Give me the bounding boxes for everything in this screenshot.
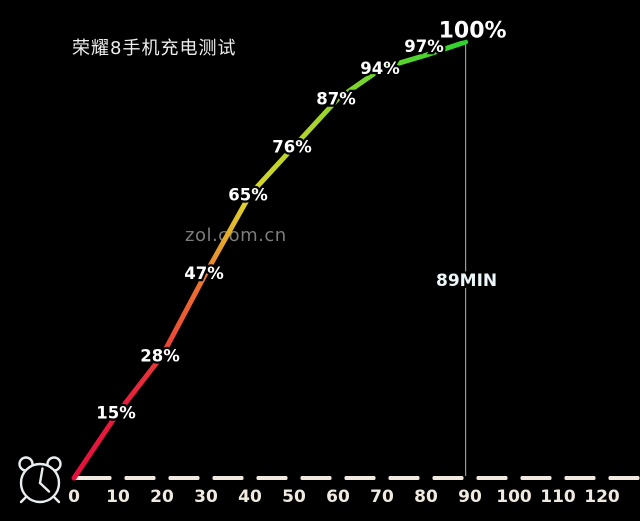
x-tick-label: 30 <box>194 487 218 507</box>
point-label: 97% <box>404 37 444 56</box>
x-tick-label: 70 <box>370 487 394 507</box>
point-label: 15% <box>96 403 136 422</box>
x-tick-labels: 0 10 20 30 40 50 60 70 80 90 100 110 120 <box>68 487 620 507</box>
point-label: 94% <box>360 59 400 78</box>
chart-title: 荣耀8手机充电测试 <box>72 38 237 59</box>
point-label: 47% <box>184 264 224 283</box>
x-tick-label: 60 <box>326 487 350 507</box>
charge-curve <box>71 39 469 481</box>
clock-minute-hand <box>38 467 44 485</box>
x-tick-label: 10 <box>106 487 130 507</box>
x-axis <box>74 476 640 480</box>
x-tick-label: 100 <box>496 487 532 507</box>
alarm-clock-icon <box>18 456 62 504</box>
point-label: 28% <box>140 347 180 366</box>
x-tick-label: 40 <box>238 487 262 507</box>
watermark-text: zol.com.cn <box>185 225 287 246</box>
x-tick-label: 110 <box>540 487 576 507</box>
x-tick-label: 20 <box>150 487 174 507</box>
clock-foot-right <box>52 495 61 504</box>
point-label: 76% <box>272 137 312 156</box>
x-tick-label: 120 <box>584 487 620 507</box>
x-tick-label: 80 <box>414 487 438 507</box>
x-tick-label: 0 <box>68 487 80 507</box>
point-label: 65% <box>228 185 268 204</box>
point-label: 87% <box>316 89 356 108</box>
point-labels: 15% 28% 47% 65% 76% 87%94%97%100% <box>94 16 510 425</box>
x-tick-label: 90 <box>458 487 482 507</box>
point-label: 100% <box>439 19 507 44</box>
annotation-text: 89MIN <box>436 271 497 291</box>
x-tick-label: 50 <box>282 487 306 507</box>
clock-hour-hand <box>38 481 51 493</box>
clock-foot-left <box>19 495 28 504</box>
